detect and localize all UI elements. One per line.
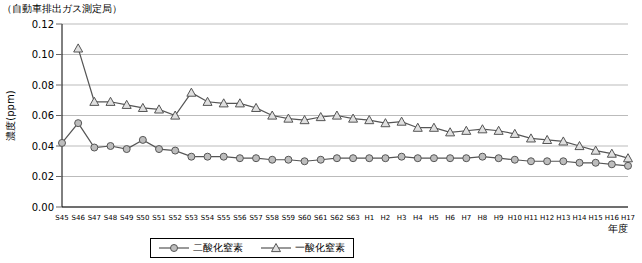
svg-text:H6: H6 [445,214,455,222]
svg-text:H13: H13 [556,214,570,222]
svg-text:0.06: 0.06 [32,110,54,121]
svg-text:H16: H16 [605,214,620,222]
svg-text:S59: S59 [282,214,295,222]
svg-text:S50: S50 [136,214,149,222]
svg-text:0.12: 0.12 [32,19,54,30]
html-text:（自動車排出ガス測定局）: （自動車排出ガス測定局） [2,3,122,14]
svg-text:S46: S46 [71,214,85,222]
svg-text:S52: S52 [169,214,182,222]
svg-text:S45: S45 [55,214,68,222]
html-text:二酸化窒素: 二酸化窒素 [193,242,243,253]
svg-text:H2: H2 [381,214,391,222]
svg-text:H3: H3 [397,214,407,222]
svg-text:0.10: 0.10 [32,49,54,60]
svg-text:0.08: 0.08 [32,80,54,91]
svg-text:S47: S47 [88,214,101,222]
svg-text:S49: S49 [120,214,133,222]
svg-text:S60: S60 [298,214,311,222]
svg-text:S54: S54 [201,214,215,222]
svg-text:H4: H4 [413,214,423,222]
svg-text:0.02: 0.02 [32,171,54,182]
svg-text:濃度(ppm): 濃度(ppm) [8,90,16,140]
html-text:年度: 年度 [608,223,628,234]
svg-text:S53: S53 [185,214,198,222]
svg-text:H1: H1 [364,214,374,222]
svg-text:H8: H8 [478,214,488,222]
svg-text:H11: H11 [524,214,538,222]
svg-text:S57: S57 [249,214,262,222]
svg-text:S51: S51 [152,214,165,222]
svg-text:S56: S56 [233,214,247,222]
svg-text:H7: H7 [461,214,471,222]
html-text:一酸化窒素: 一酸化窒素 [295,242,345,253]
svg-text:S61: S61 [314,214,327,222]
svg-text:H5: H5 [429,214,439,222]
svg-text:0.04: 0.04 [32,141,54,152]
svg-text:0.00: 0.00 [32,202,54,213]
svg-text:S58: S58 [266,214,279,222]
svg-text:S62: S62 [330,214,343,222]
svg-text:H14: H14 [572,214,587,222]
svg-text:H9: H9 [494,214,504,222]
svg-text:S55: S55 [217,214,230,222]
svg-text:S63: S63 [346,214,359,222]
svg-text:H17: H17 [621,214,634,222]
svg-text:H15: H15 [589,214,603,222]
svg-text:H10: H10 [508,214,522,222]
svg-text:H12: H12 [540,214,554,222]
svg-text:S48: S48 [104,214,117,222]
